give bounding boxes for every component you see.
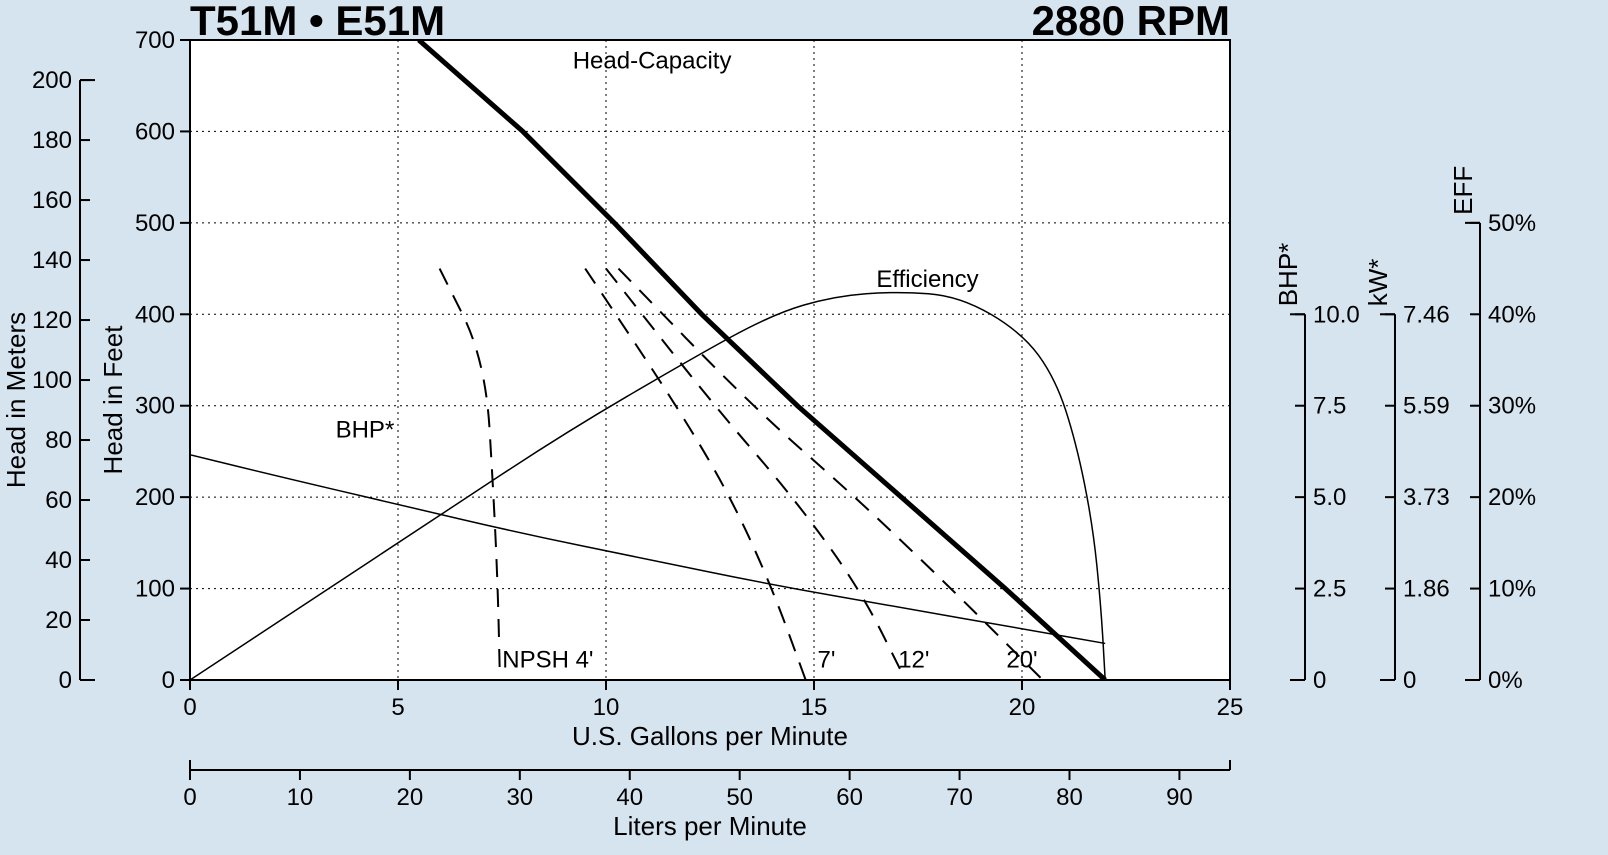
y-bhp-tick: 2.5 <box>1313 576 1346 603</box>
y-feet-tick: 500 <box>135 210 175 237</box>
y-eff-tick: 40% <box>1488 301 1536 328</box>
x-lpm-tick: 50 <box>726 784 753 811</box>
y-eff-tick: 0% <box>1488 667 1523 694</box>
y-bhp-tick: 7.5 <box>1313 393 1346 420</box>
label-bhp: BHP* <box>336 417 395 444</box>
y-bhp-tick: 0 <box>1313 667 1326 694</box>
x-lpm-tick: 40 <box>616 784 643 811</box>
x-lpm-tick: 70 <box>946 784 973 811</box>
y-meters-tick: 140 <box>32 247 72 274</box>
y-kw-tick: 7.46 <box>1403 301 1450 328</box>
y-eff-tick: 20% <box>1488 484 1536 511</box>
y-meters-tick: 0 <box>59 667 72 694</box>
y-eff-tick: 50% <box>1488 210 1536 237</box>
x-gpm-tick: 25 <box>1217 694 1244 721</box>
y-feet-tick: 200 <box>135 484 175 511</box>
y-meters-tick: 100 <box>32 367 72 394</box>
y-meters-tick: 120 <box>32 307 72 334</box>
x-gpm-tick: 5 <box>391 694 404 721</box>
y-meters-tick: 160 <box>32 187 72 214</box>
x-lpm-tick: 90 <box>1166 784 1193 811</box>
x-lpm-label: Liters per Minute <box>613 811 807 841</box>
x-gpm-label: U.S. Gallons per Minute <box>572 721 848 751</box>
y-feet-label: Head in Feet <box>98 325 128 475</box>
x-lpm-tick: 60 <box>836 784 863 811</box>
y-meters-tick: 180 <box>32 127 72 154</box>
y-bhp-tick: 5.0 <box>1313 484 1346 511</box>
label-npsh-1: 7' <box>818 647 836 674</box>
y-meters-tick: 200 <box>32 67 72 94</box>
y-feet-tick: 600 <box>135 118 175 145</box>
x-lpm-tick: 10 <box>287 784 314 811</box>
label-head-capacity: Head-Capacity <box>573 48 732 75</box>
y-feet-tick: 400 <box>135 301 175 328</box>
y-feet-tick: 300 <box>135 393 175 420</box>
x-lpm-tick: 80 <box>1056 784 1083 811</box>
title-left: T51M • E51M <box>190 0 445 44</box>
y-meters-tick: 60 <box>45 487 72 514</box>
label-npsh-0: NPSH 4' <box>502 647 593 674</box>
y-bhp-label: BHP* <box>1273 243 1303 307</box>
x-gpm-tick: 20 <box>1009 694 1036 721</box>
x-lpm-tick: 0 <box>183 784 196 811</box>
y-kw-tick: 1.86 <box>1403 576 1450 603</box>
y-kw-tick: 5.59 <box>1403 393 1450 420</box>
title-right: 2880 RPM <box>1032 0 1230 44</box>
y-bhp-tick: 10.0 <box>1313 301 1360 328</box>
y-eff-label: EFF <box>1448 166 1478 215</box>
y-meters-tick: 20 <box>45 607 72 634</box>
y-feet-tick: 100 <box>135 576 175 603</box>
label-npsh-3: 20' <box>1006 647 1037 674</box>
y-eff-tick: 10% <box>1488 576 1536 603</box>
label-efficiency: Efficiency <box>876 266 978 293</box>
x-lpm-tick: 30 <box>506 784 533 811</box>
x-gpm-tick: 15 <box>801 694 828 721</box>
y-kw-tick: 0 <box>1403 667 1416 694</box>
x-lpm-tick: 20 <box>397 784 424 811</box>
x-gpm-tick: 0 <box>183 694 196 721</box>
y-meters-tick: 40 <box>45 547 72 574</box>
label-npsh-2: 12' <box>898 647 929 674</box>
x-gpm-tick: 10 <box>593 694 620 721</box>
y-eff-tick: 30% <box>1488 393 1536 420</box>
y-kw-tick: 3.73 <box>1403 484 1450 511</box>
y-meters-tick: 80 <box>45 427 72 454</box>
y-kw-label: kW* <box>1363 259 1393 307</box>
y-feet-tick: 700 <box>135 27 175 54</box>
y-feet-tick: 0 <box>162 667 175 694</box>
y-meters-label: Head in Meters <box>1 312 31 488</box>
